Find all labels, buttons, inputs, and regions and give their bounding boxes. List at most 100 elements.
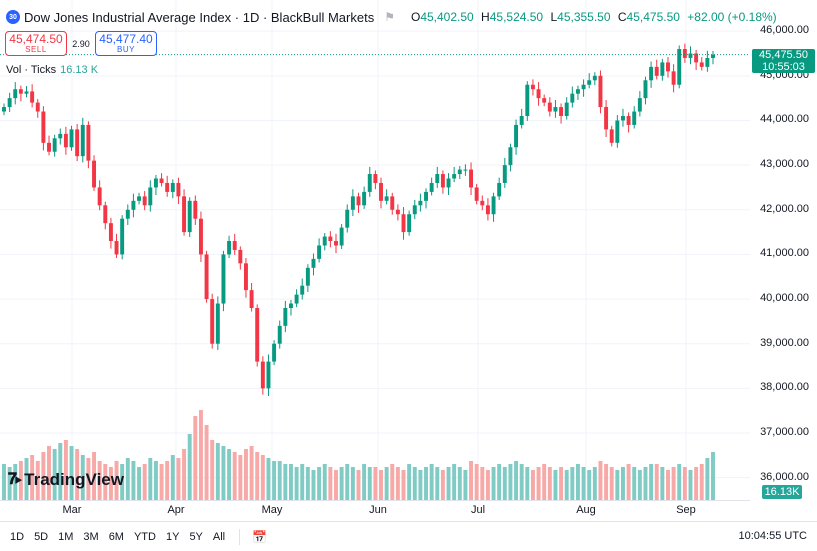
candle-body <box>530 84 535 90</box>
volume-bar <box>559 467 564 500</box>
candle-body <box>564 102 569 116</box>
volume-bar <box>165 461 170 500</box>
flag-icon[interactable]: ⚑ <box>384 10 395 24</box>
candle-body <box>514 124 519 148</box>
candle-body <box>289 303 293 308</box>
volume-bar <box>317 467 322 500</box>
time-tick-label: Aug <box>576 504 596 516</box>
candle-body <box>474 187 479 201</box>
candle-body <box>2 107 6 112</box>
price-chart[interactable] <box>0 0 750 500</box>
time-tick-label: Apr <box>167 504 185 516</box>
volume-bar <box>255 452 260 500</box>
volume-bar <box>626 464 631 500</box>
range-3m-button[interactable]: 3M <box>83 530 99 543</box>
volume-bar <box>525 467 530 500</box>
range-5y-button[interactable]: 5Y <box>189 530 203 543</box>
volume-bar <box>463 470 468 500</box>
candle-body <box>277 325 282 344</box>
candle-body <box>604 107 609 130</box>
volume-bar <box>148 458 153 500</box>
candle-body <box>362 191 367 206</box>
candle-body <box>429 182 434 192</box>
range-1d-button[interactable]: 1D <box>10 530 25 543</box>
price-tick-label: 36,000.00 <box>760 470 809 483</box>
volume-bar <box>615 470 620 500</box>
candle-body <box>412 205 417 215</box>
volume-bar <box>30 455 35 500</box>
candle-body <box>283 308 288 326</box>
volume-bar <box>137 467 142 500</box>
candle-body <box>322 236 327 246</box>
volume-bar <box>474 464 479 500</box>
calendar-icon[interactable]: 📅 <box>252 529 268 544</box>
time-tick-label: May <box>261 504 283 516</box>
candle-body <box>272 343 277 362</box>
ohlc-values: O45,402.50 H45,524.50 L45,355.50 C45,475… <box>411 10 781 24</box>
volume-bar <box>643 467 648 500</box>
candle-body <box>497 182 502 197</box>
candle-body <box>435 174 440 183</box>
volume-bar <box>63 440 68 500</box>
price-tick-label: 39,000.00 <box>760 336 809 349</box>
price-tick-label: 43,000.00 <box>760 158 809 171</box>
time-scale[interactable]: Mar Apr May Jun Jul Aug Sep <box>0 500 750 521</box>
volume-bar <box>75 449 80 500</box>
range-1y-button[interactable]: 1Y <box>165 530 180 543</box>
volume-bar <box>13 464 18 500</box>
volume-bar <box>671 467 676 500</box>
volume-bar <box>390 464 395 500</box>
range-6m-button[interactable]: 6M <box>108 530 124 543</box>
chart-area[interactable] <box>0 0 750 500</box>
price-scale[interactable]: 46,000.00 45,000.00 44,000.00 43,000.00 42,0… <box>750 0 817 500</box>
symbol-logo[interactable]: 30 <box>6 10 20 24</box>
range-5d-button[interactable]: 5D <box>34 530 49 543</box>
chart-title[interactable]: Dow Jones Industrial Average Index · 1D … <box>24 9 375 25</box>
candle-body <box>7 98 12 108</box>
candle-body <box>609 129 614 143</box>
volume-badge: 16.13K <box>762 485 802 499</box>
candle-body <box>452 174 457 179</box>
candle-body <box>440 174 445 188</box>
range-1m-button[interactable]: 1M <box>58 530 74 543</box>
candle-body <box>238 249 243 264</box>
candle-body <box>536 89 541 99</box>
volume-bar <box>666 470 670 500</box>
volume-bar <box>620 467 625 500</box>
price-tick-label: 42,000.00 <box>760 202 809 215</box>
volume-bar <box>58 443 63 500</box>
volume-bar <box>581 467 586 500</box>
bar-countdown: 10:55:03 <box>762 60 805 73</box>
candle-body <box>350 196 355 210</box>
candle-body <box>666 62 670 72</box>
range-ytd-button[interactable]: YTD <box>133 530 156 543</box>
tradingview-logo[interactable]: 𝟕▸ TradingView <box>8 470 124 490</box>
sell-button[interactable]: 45,474.50 SELL <box>5 31 67 56</box>
candle-body <box>547 102 552 112</box>
candle-body <box>159 178 164 183</box>
volume-bar <box>497 464 502 500</box>
volume-bar <box>322 464 327 500</box>
candle-body <box>581 84 586 90</box>
candle-body <box>367 174 372 192</box>
volume-bar <box>485 470 490 500</box>
candle-body <box>120 218 125 255</box>
volume-bar <box>159 464 164 500</box>
buy-button[interactable]: 45,477.40 BUY <box>95 31 157 56</box>
candle-body <box>215 303 220 344</box>
volume-bar <box>435 467 440 500</box>
candle-body <box>255 308 260 362</box>
utc-clock[interactable]: 10:04:55 UTC <box>738 530 807 542</box>
volume-bar <box>480 467 485 500</box>
candle-body <box>711 54 715 58</box>
candle-body <box>508 147 513 166</box>
volume-bar <box>530 470 535 500</box>
volume-legend[interactable]: Vol · Ticks 16.13 K <box>6 64 98 76</box>
volume-bar <box>452 464 457 500</box>
volume-bar <box>24 458 29 500</box>
range-all-button[interactable]: All <box>212 530 226 543</box>
volume-bar <box>536 467 541 500</box>
volume-bar <box>294 467 299 500</box>
candle-body <box>705 57 710 67</box>
volume-legend-label: Vol · Ticks <box>6 64 57 76</box>
